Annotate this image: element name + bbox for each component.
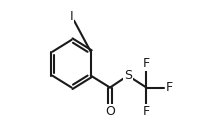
Text: I: I <box>70 10 73 22</box>
Text: F: F <box>143 105 150 118</box>
Text: O: O <box>105 105 115 118</box>
Text: S: S <box>124 69 132 82</box>
Text: F: F <box>143 57 150 70</box>
Text: F: F <box>166 81 173 94</box>
